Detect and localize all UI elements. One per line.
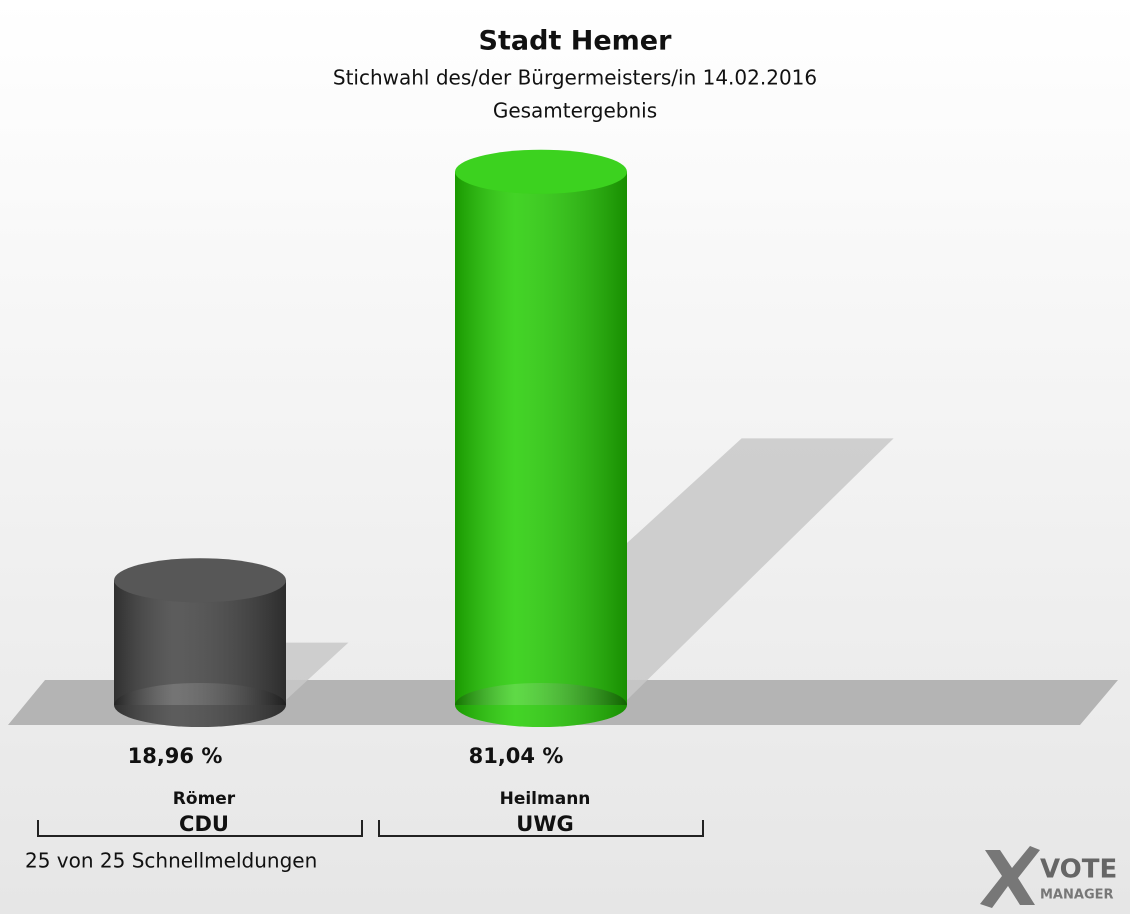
cylinder-top: [114, 558, 286, 603]
x-tick-label: UWG: [516, 812, 573, 836]
cylinder-top: [455, 149, 627, 194]
cylinder-top-light: [114, 558, 286, 603]
subtitle: Stichwahl des/der Bürgermeisters/in 14.0…: [333, 66, 817, 90]
bar-shade: [455, 171, 627, 705]
cylinder-bottom-shade: [455, 683, 627, 727]
x-tick-label: Römer: [173, 789, 236, 809]
chart-title: Stadt Hemer: [479, 26, 673, 57]
cylinder-top-light: [455, 149, 627, 194]
value-label: 18,96 %: [128, 744, 223, 768]
cylinder: [455, 149, 627, 727]
subtitle: Gesamtergebnis: [493, 99, 657, 123]
value-label: 81,04 %: [469, 744, 564, 768]
x-tick-label: Heilmann: [500, 789, 591, 809]
bracket: [37, 820, 363, 837]
x-tick-label: CDU: [179, 812, 229, 836]
logo-text: MANAGER: [1040, 888, 1114, 903]
cylinder-bottom-shade: [114, 683, 286, 727]
cylinder: [114, 558, 286, 727]
logo-text: VOTE: [1040, 855, 1117, 885]
bracket: [378, 820, 704, 837]
logo-mark: [980, 846, 1040, 908]
footer: 25 von 25 Schnellmeldungen: [25, 849, 317, 873]
logo: VOTE MANAGER: [980, 846, 1117, 908]
